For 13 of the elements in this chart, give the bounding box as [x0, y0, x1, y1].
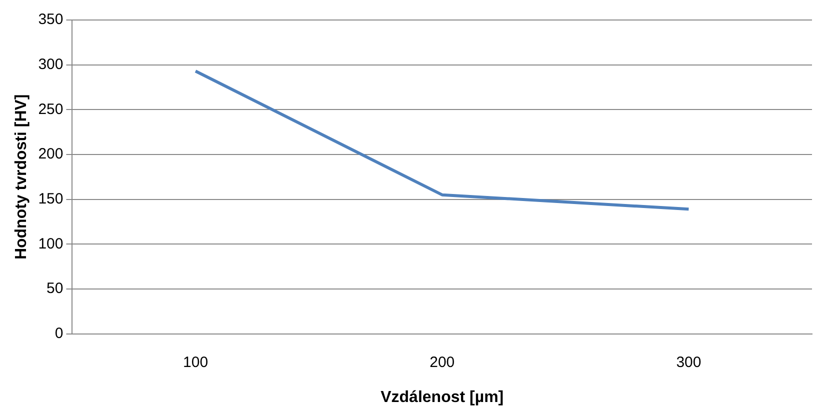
- y-tick-label: 50: [46, 280, 64, 298]
- y-tick-label: 100: [38, 235, 64, 252]
- y-tick-label: 250: [38, 100, 64, 118]
- y-tick-label: 0: [54, 324, 64, 342]
- x-tick-label: 200: [430, 354, 455, 371]
- y-tick-label: 150: [38, 190, 64, 208]
- x-tick-label: 300: [676, 354, 702, 371]
- x-tick-label: 100: [183, 354, 208, 371]
- y-tick-label: 300: [38, 56, 64, 73]
- y-axis-title: Hodnoty tvrdosti [HV]: [13, 94, 30, 260]
- y-tick-label: 200: [38, 146, 64, 163]
- y-tick-label: 350: [38, 11, 64, 28]
- x-axis-title: Vzdálenost [µm]: [380, 388, 504, 406]
